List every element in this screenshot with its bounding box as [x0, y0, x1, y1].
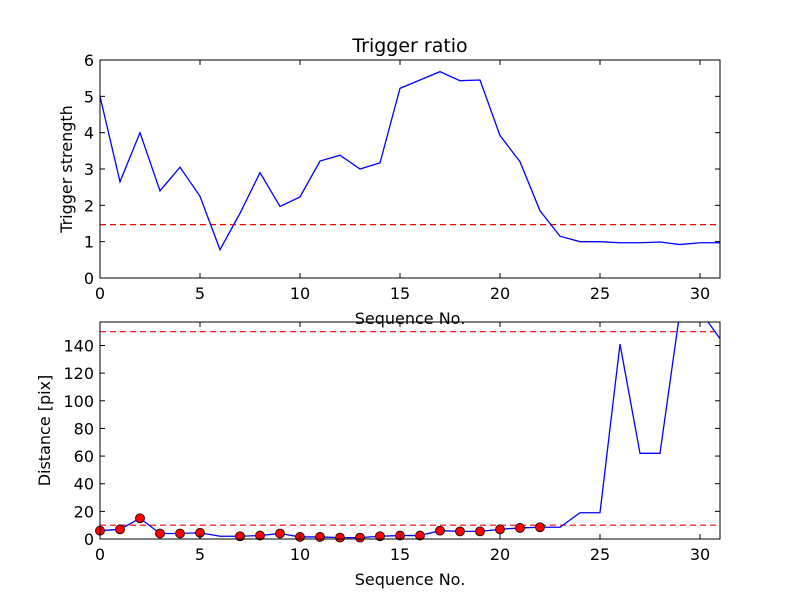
trigger-x-tick-label: 15 [390, 284, 410, 303]
distance-data-point [355, 532, 365, 543]
distance-y-tick-label: 20 [74, 502, 94, 521]
distance-data-point [235, 531, 245, 542]
distance-data-point [495, 524, 505, 535]
distance-x-tick-label: 25 [590, 545, 610, 564]
distance-data-point [255, 530, 265, 541]
distance-data-point [155, 528, 165, 539]
distance-y-tick-label: 60 [74, 447, 94, 466]
trigger-x-tick-label: 30 [690, 284, 710, 303]
distance-data-point [315, 532, 325, 542]
trigger-y-tick-label: 2 [84, 196, 94, 215]
trigger-chart-title: Trigger ratio [351, 35, 467, 57]
trigger-y-tick-label: 4 [84, 124, 94, 143]
distance-data-point [415, 530, 425, 541]
distance-data-point [175, 528, 185, 539]
trigger-x-tick-label: 20 [490, 284, 510, 303]
distance-y-axis-label: Distance [pix] [35, 375, 54, 487]
distance-y-tick-label: 100 [63, 392, 94, 411]
distance-y-tick-label: 40 [74, 475, 94, 494]
trigger-x-tick-label: 5 [195, 284, 205, 303]
distance-x-tick-label: 0 [95, 545, 105, 564]
distance-data-point [475, 526, 485, 537]
distance-x-tick-label: 20 [490, 545, 510, 564]
distance-y-tick-label: 120 [63, 364, 94, 383]
distance-data-point [335, 532, 345, 543]
trigger-x-tick-label: 10 [290, 284, 310, 303]
distance-y-tick-label: 140 [63, 336, 94, 355]
trigger-x-tick-label: 25 [590, 284, 610, 303]
distance-data-point [455, 526, 465, 537]
trigger-plot-area [100, 70, 720, 252]
distance-x-tick-label: 10 [290, 545, 310, 564]
trigger-y-tick-label: 3 [84, 160, 94, 179]
trigger-ratio-chart: 0 5 10 15 20 25 30 0 1 2 3 4 5 6 Sequence No. Trigger s… [57, 35, 721, 328]
trigger-x-axis-label: Sequence No. [355, 309, 466, 328]
distance-x-tick-label: 5 [195, 545, 205, 564]
trigger-y-tick-label: 0 [84, 269, 94, 288]
distance-data-point [135, 513, 145, 524]
distance-y-tick-label: 80 [74, 419, 94, 438]
distance-x-tick-label: 15 [390, 545, 410, 564]
distance-x-axis-label: Sequence No. [355, 570, 466, 589]
distance-axes-frame [99, 321, 721, 540]
trigger-x-tick-label: 0 [95, 284, 105, 303]
distance-x-tick-label: 30 [690, 545, 710, 564]
distance-data-point [435, 525, 445, 536]
distance-data-point [515, 523, 525, 533]
trigger-y-axis-label: Trigger strength [57, 105, 76, 234]
distance-data-point [275, 528, 285, 539]
distance-y-tick-label: 0 [84, 530, 94, 549]
distance-data-point [535, 522, 545, 533]
distance-data-point [115, 524, 125, 535]
trigger-y-tick-label: 6 [84, 51, 94, 70]
trigger-y-tick-label: 1 [84, 233, 94, 252]
trigger-y-tick-label: 5 [84, 87, 94, 106]
trigger-series-line-0 [100, 70, 720, 252]
distance-data-point [375, 531, 385, 542]
distance-chart: 0 5 10 15 20 25 30 0 20 40 60 80 100 120 140 Sequence N… [35, 321, 721, 589]
